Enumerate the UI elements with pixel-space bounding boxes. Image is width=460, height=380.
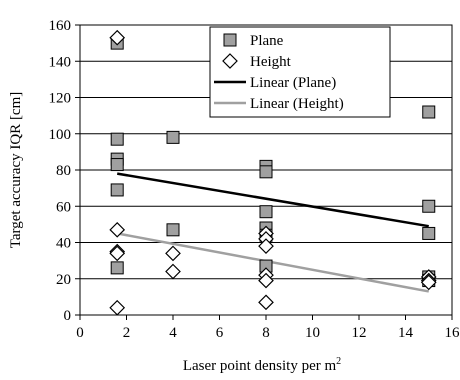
data-point	[110, 261, 124, 275]
trend-line	[116, 172, 429, 228]
y-tick-label: 20	[56, 272, 71, 288]
x-tick-label: 8	[262, 325, 270, 341]
x-tick-label: 4	[169, 325, 177, 341]
data-point	[420, 274, 437, 291]
data-point	[259, 165, 273, 179]
legend-label: Plane	[250, 33, 284, 49]
data-point	[422, 105, 436, 119]
legend: Plane Height Linear (Plane) Linear (Height)	[209, 26, 391, 118]
legend-symbol	[222, 53, 238, 69]
data-point	[422, 226, 436, 240]
legend-label: Height	[250, 54, 292, 70]
y-tick-label: 60	[56, 199, 71, 215]
y-tick-label: 120	[49, 91, 72, 107]
data-point	[165, 263, 181, 280]
x-tick-label: 0	[76, 325, 84, 341]
data-point	[110, 158, 124, 172]
data-point	[165, 245, 181, 262]
y-tick-label: 160	[49, 18, 72, 34]
legend-symbol	[223, 33, 237, 47]
data-point	[109, 221, 126, 238]
x-tick-label: 14	[398, 325, 414, 341]
data-points	[109, 29, 437, 316]
trend-line	[116, 232, 429, 293]
x-tick-label: 12	[352, 325, 367, 341]
x-tick-label: 6	[216, 325, 224, 341]
axes: 0 20 40 60 80 100 120 140 160 0 2 4 6 8 10 12 14 16	[49, 18, 460, 341]
y-axis-title: Target accuracy IQR [cm]	[8, 92, 24, 249]
y-tick-label: 100	[49, 127, 72, 143]
trend-lines	[116, 172, 429, 293]
legend-label: Linear (Plane)	[250, 75, 336, 91]
legend-label: Linear (Height)	[250, 96, 344, 112]
x-axis-title-text: Laser point density per m	[183, 358, 337, 374]
x-tick-label: 16	[445, 325, 460, 341]
data-point	[166, 223, 180, 237]
data-point	[259, 205, 273, 219]
data-point	[110, 183, 124, 197]
data-point	[109, 245, 126, 262]
y-tick-label: 0	[64, 308, 72, 324]
data-point	[109, 29, 126, 46]
data-point	[166, 130, 180, 144]
x-axis-title: Laser point density per m2	[183, 356, 341, 374]
data-point	[258, 238, 274, 254]
data-point	[109, 299, 126, 316]
data-point	[110, 132, 124, 146]
y-tick-label: 40	[56, 236, 71, 252]
data-point	[422, 199, 436, 213]
data-point	[258, 272, 274, 289]
data-point	[258, 294, 274, 311]
y-tick-label: 80	[56, 163, 71, 179]
x-axis-title-superscript: 2	[336, 356, 341, 367]
x-tick-label: 10	[305, 325, 320, 341]
x-tick-label: 2	[123, 325, 131, 341]
y-tick-label: 140	[49, 54, 72, 70]
